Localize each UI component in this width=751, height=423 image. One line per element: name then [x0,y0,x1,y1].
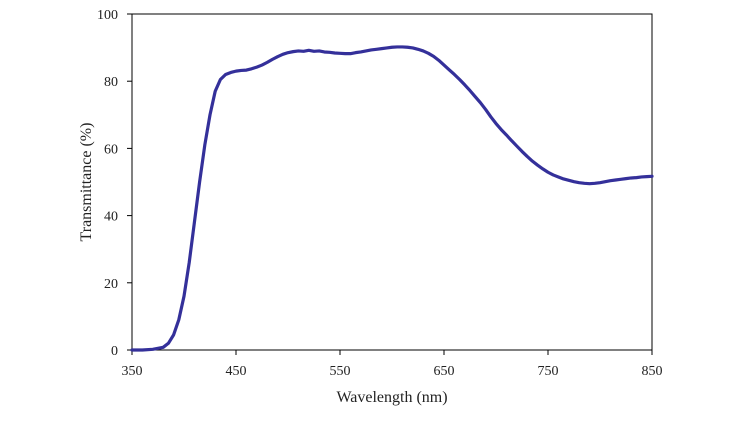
y-axis-tick-label: 20 [104,277,118,292]
y-axis-tick-label: 0 [111,344,118,359]
x-axis-tick-label: 750 [538,364,559,379]
y-axis-tick-labels: 0 20 40 60 80 100 [97,8,118,359]
y-axis-title: Transmittance (%) [78,123,95,242]
y-axis-tick-label: 60 [104,142,118,157]
x-axis-tick-label: 850 [642,364,663,379]
plot-frame [131,13,653,351]
x-axis-tick-labels: 350 450 550 650 750 850 [122,364,663,379]
x-axis-title: Wavelength (nm) [336,389,447,406]
y-axis-tick-label: 100 [97,8,118,23]
x-axis-tick-label: 450 [226,364,247,379]
x-axis-tick-label: 550 [330,364,351,379]
x-axis-tick-label: 350 [122,364,143,379]
series-layer [130,45,654,352]
y-axis-tick-label: 40 [104,210,118,225]
y-axis-tick-label: 80 [104,75,118,90]
transmittance-series-line [130,45,654,352]
x-axis-tick-label: 650 [434,364,455,379]
